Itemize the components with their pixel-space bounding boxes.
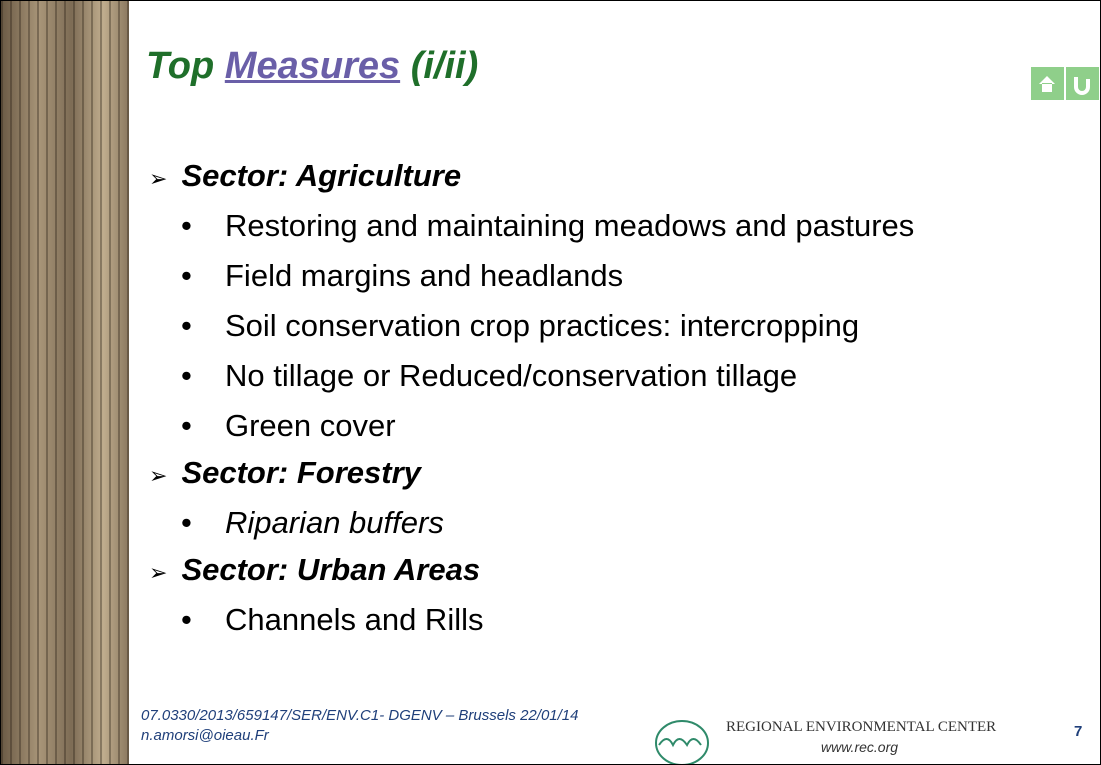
item-text: Green cover bbox=[225, 408, 396, 443]
photo-strip bbox=[1, 1, 129, 764]
bullet-item: Restoring and maintaining meadows and pa… bbox=[181, 208, 915, 244]
bullet-item: No tillage or Reduced/conservation tilla… bbox=[181, 358, 798, 394]
title-text: Top bbox=[146, 45, 215, 87]
footer-email: n.amorsi@oieau.Fr bbox=[141, 727, 269, 744]
section-heading: Sector: Urban Areas bbox=[149, 552, 480, 588]
item-text: Channels and Rills bbox=[225, 602, 484, 637]
title: Top Measures (i/ii) bbox=[146, 45, 478, 88]
page-number: 7 bbox=[1074, 723, 1083, 740]
item-text: No tillage or Reduced/conservation tilla… bbox=[225, 358, 798, 393]
bullet-item: Riparian buffers bbox=[181, 505, 444, 541]
org-name: REGIONAL ENVIRONMENTAL CENTER bbox=[726, 719, 997, 735]
footer-ref: 07.0330/2013/659147/SER/ENV.C1- DGENV – … bbox=[141, 707, 579, 724]
title-text: (i/ii) bbox=[410, 45, 479, 87]
bullet-item: Green cover bbox=[181, 408, 396, 444]
section-heading: Sector: Forestry bbox=[149, 455, 420, 491]
item-text: Field margins and headlands bbox=[225, 258, 624, 293]
item-text: Riparian buffers bbox=[225, 505, 444, 540]
back-button[interactable] bbox=[1066, 67, 1099, 100]
org-url: www.rec.org bbox=[821, 739, 899, 755]
bullet-item: Soil conservation crop practices: interc… bbox=[181, 308, 860, 344]
home-button[interactable] bbox=[1031, 67, 1064, 100]
bullet-item: Channels and Rills bbox=[181, 602, 484, 638]
title-link[interactable]: Measures bbox=[224, 45, 401, 87]
item-text: Soil conservation crop practices: interc… bbox=[225, 308, 860, 343]
section-heading: Sector: Agriculture bbox=[149, 158, 461, 194]
rec-logo bbox=[655, 720, 709, 764]
item-text: Restoring and maintaining meadows and pa… bbox=[225, 208, 915, 243]
bullet-item: Field margins and headlands bbox=[181, 258, 624, 294]
